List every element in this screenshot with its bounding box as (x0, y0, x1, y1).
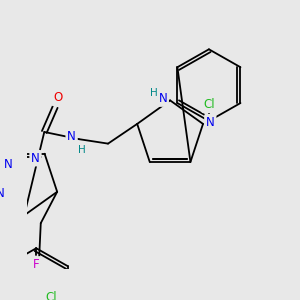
Text: Cl: Cl (46, 291, 57, 300)
Text: N: N (206, 116, 215, 129)
Text: N: N (31, 152, 40, 165)
Text: N: N (158, 92, 167, 105)
Text: N: N (67, 130, 76, 143)
Text: N: N (0, 187, 5, 200)
Text: F: F (33, 258, 40, 271)
Text: O: O (53, 92, 63, 104)
Text: Cl: Cl (203, 98, 215, 111)
Text: N: N (4, 158, 13, 171)
Text: H: H (78, 145, 86, 155)
Text: H: H (150, 88, 158, 98)
